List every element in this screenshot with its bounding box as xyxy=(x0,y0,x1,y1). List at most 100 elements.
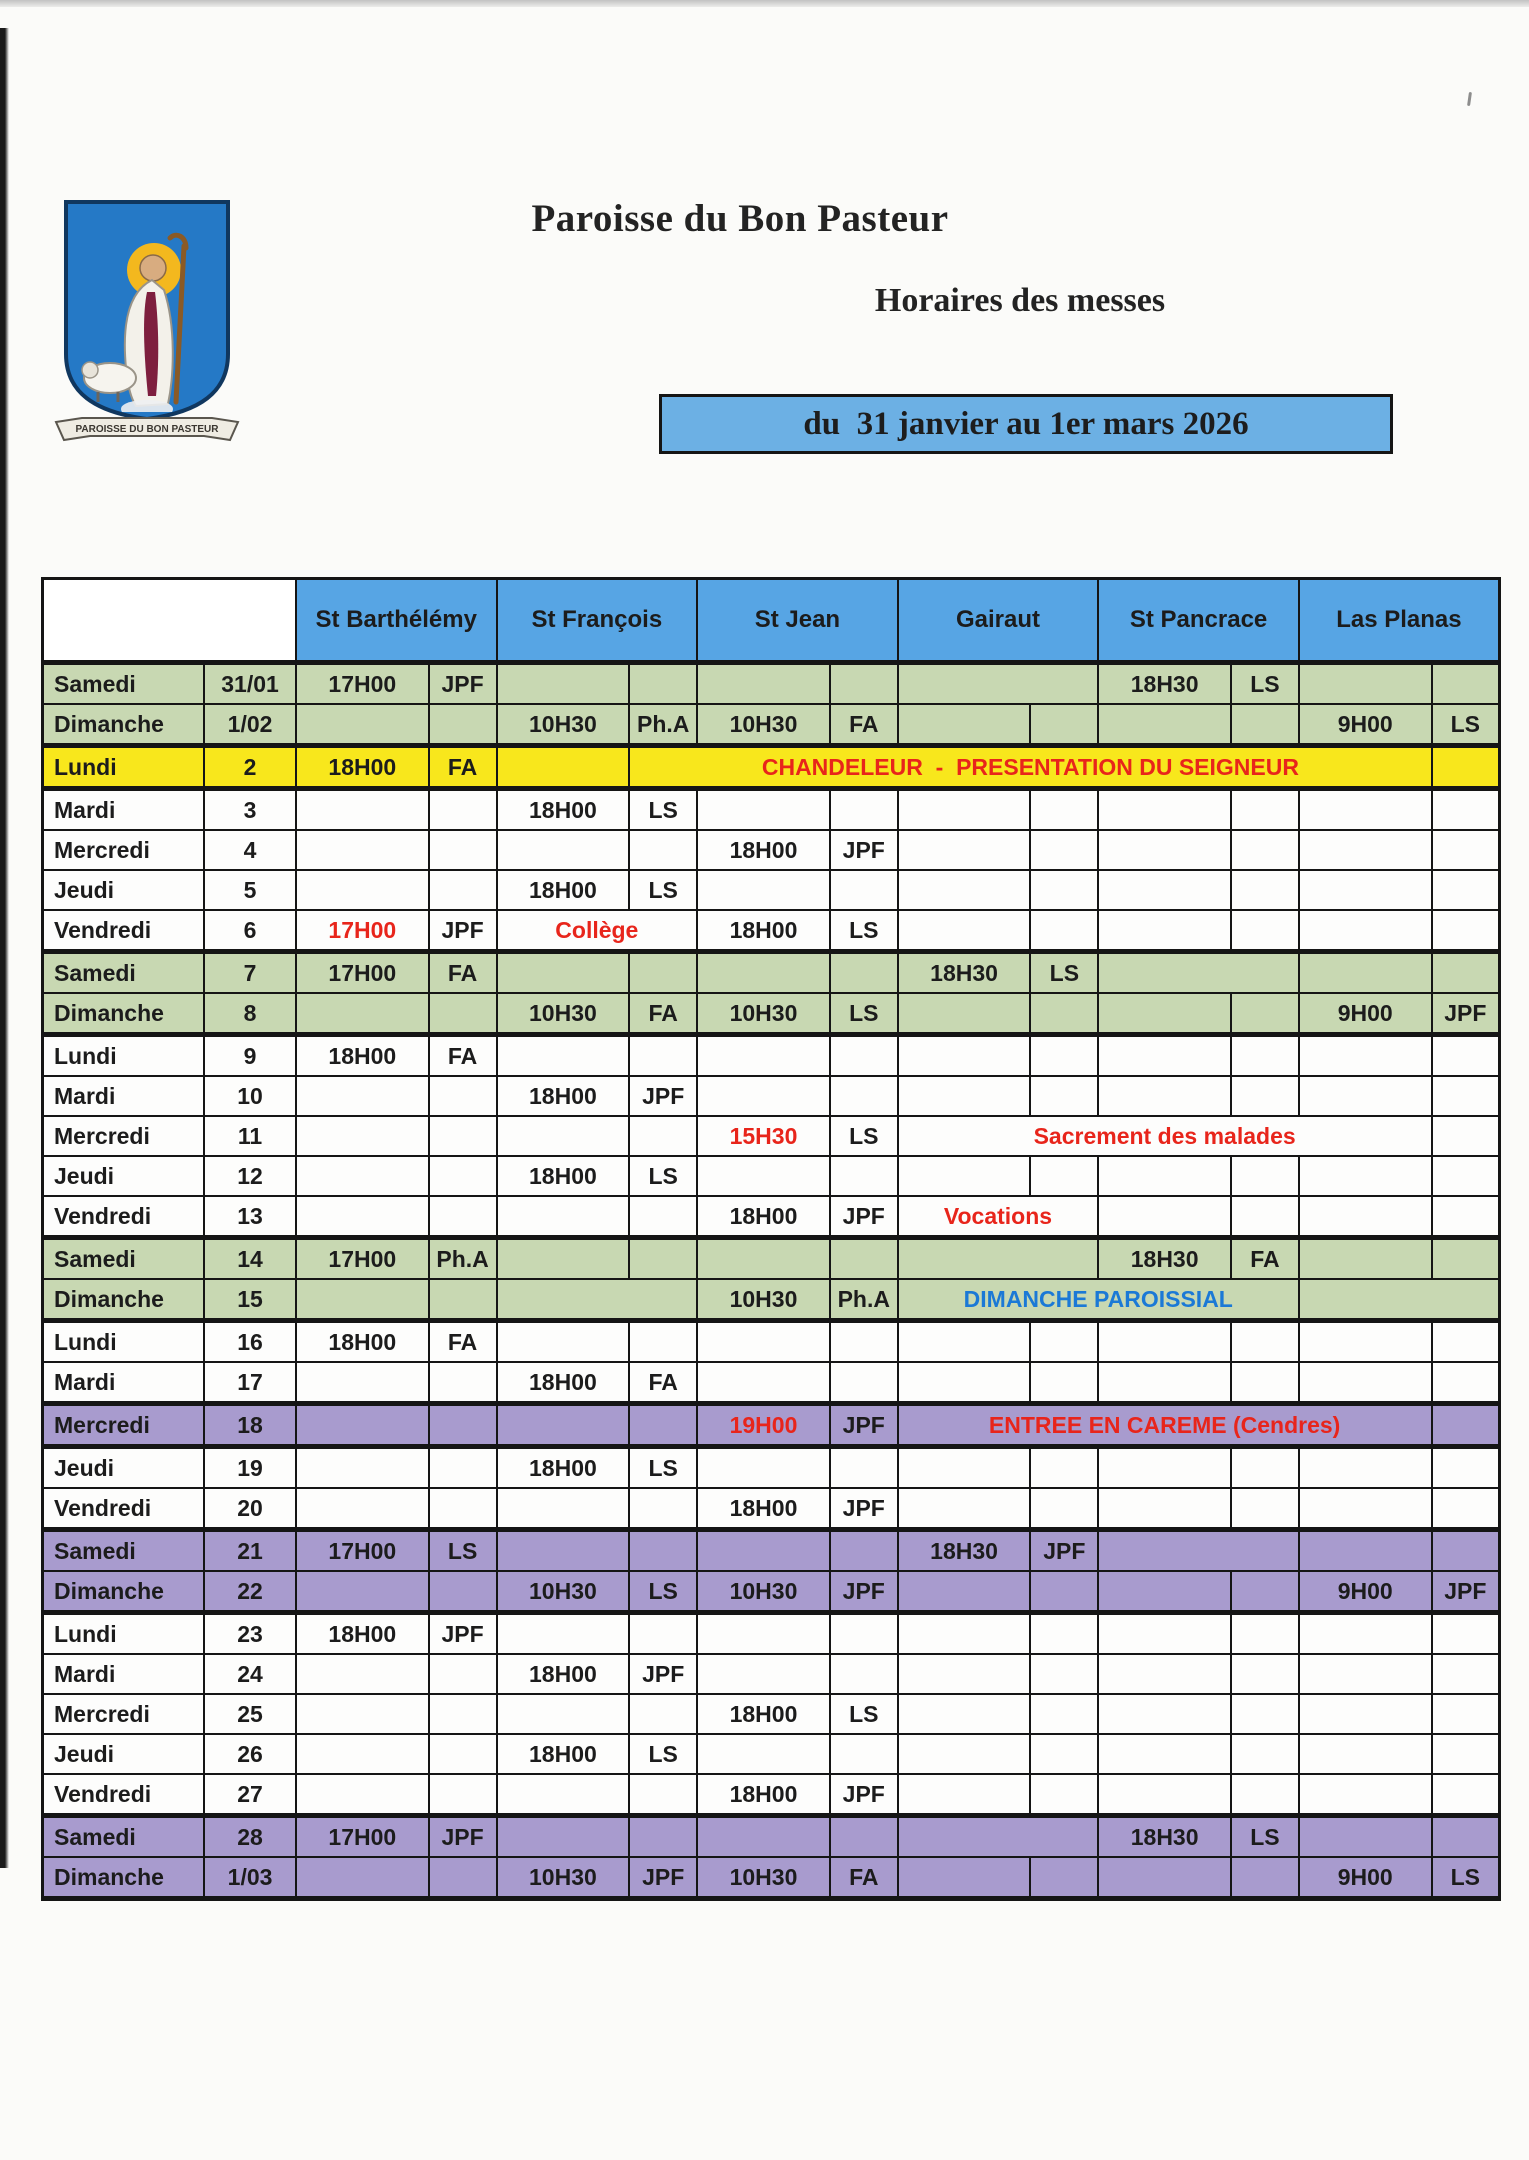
celebrant-cell: LS xyxy=(1229,660,1300,705)
schedule-row: Lundi 2 18H00 FA CHANDELEUR - PRESENTATION D… xyxy=(41,743,1501,791)
empty-cell xyxy=(828,869,899,911)
date-cell: 1/03 xyxy=(203,1856,297,1901)
empty-cell xyxy=(1229,787,1300,831)
empty-cell xyxy=(1430,1361,1501,1405)
time-cell: 19H00 xyxy=(696,1401,831,1449)
empty-cell xyxy=(1029,909,1100,953)
empty-cell xyxy=(628,1813,699,1858)
day-cell: Vendredi xyxy=(41,1195,206,1239)
date-cell: 3 xyxy=(203,787,297,831)
empty-cell xyxy=(896,1361,1032,1405)
time-cell: 17H00 xyxy=(294,1235,430,1280)
empty-cell xyxy=(1430,1319,1501,1363)
empty-cell xyxy=(896,829,1032,871)
empty-cell xyxy=(495,949,631,994)
day-cell: Samedi xyxy=(41,1235,206,1280)
empty-cell xyxy=(696,1445,831,1489)
empty-cell xyxy=(495,1033,631,1077)
day-cell: Samedi xyxy=(41,1813,206,1858)
celebrant-cell: JPF xyxy=(828,1487,899,1531)
empty-cell xyxy=(427,1653,498,1695)
schedule-row: Samedi 14 17H00 Ph.A 18H30 FA xyxy=(41,1235,1501,1280)
time-cell: 10H30 xyxy=(495,703,631,748)
empty-cell xyxy=(1029,1570,1100,1615)
no-mass-hatch-cell xyxy=(896,660,1100,705)
time-cell: 18H00 xyxy=(696,1195,831,1239)
day-cell: Samedi xyxy=(41,1527,206,1572)
empty-cell xyxy=(896,869,1032,911)
celebrant-cell: LS xyxy=(1430,703,1501,748)
celebrant-cell: JPF xyxy=(628,1856,699,1901)
empty-cell xyxy=(427,1445,498,1489)
empty-cell xyxy=(1097,1361,1232,1405)
time-cell: 18H00 xyxy=(294,1611,430,1655)
empty-cell xyxy=(696,1155,831,1197)
empty-cell xyxy=(828,660,899,705)
day-cell: Jeudi xyxy=(41,1445,206,1489)
date-cell: 6 xyxy=(203,909,297,953)
empty-cell xyxy=(495,1693,631,1735)
time-cell: 10H30 xyxy=(696,1856,831,1901)
empty-cell xyxy=(1430,1527,1501,1572)
empty-cell xyxy=(1097,992,1232,1037)
empty-cell xyxy=(628,949,699,994)
time-cell: 18H00 xyxy=(495,1653,631,1695)
date-cell: 5 xyxy=(203,869,297,911)
empty-cell xyxy=(696,1527,831,1572)
schedule-table: St Barthélémy St François St Jean Gairaut St… xyxy=(41,577,1501,1901)
celebrant-cell: LS xyxy=(1229,1813,1300,1858)
celebrant-cell: JPF xyxy=(628,1653,699,1695)
celebrant-cell: LS xyxy=(1430,1856,1501,1901)
empty-cell xyxy=(628,1611,699,1655)
empty-cell xyxy=(495,1487,631,1531)
celebrant-cell: LS xyxy=(628,869,699,911)
empty-cell xyxy=(628,660,699,705)
empty-cell xyxy=(1297,829,1433,871)
empty-cell xyxy=(1430,1075,1501,1117)
day-cell: Mercredi xyxy=(41,829,206,871)
day-cell: Lundi xyxy=(41,743,206,791)
time-cell: 18H30 xyxy=(1097,1813,1232,1858)
date-cell: 15 xyxy=(203,1278,297,1323)
empty-cell xyxy=(427,1195,498,1239)
empty-cell xyxy=(1029,1155,1100,1197)
no-mass-hatch-cell xyxy=(495,1278,699,1323)
schedule-row: Mardi 10 18H00 JPF xyxy=(41,1075,1501,1117)
celebrant-cell: FA xyxy=(427,1033,498,1077)
empty-cell xyxy=(696,660,831,705)
empty-cell xyxy=(1229,1195,1300,1239)
empty-cell xyxy=(1297,1319,1433,1363)
schedule-row: Mercredi 4 18H00 JPF xyxy=(41,829,1501,871)
date-cell: 28 xyxy=(203,1813,297,1858)
empty-cell xyxy=(1229,1611,1300,1655)
empty-cell xyxy=(427,787,498,831)
empty-cell xyxy=(1029,1487,1100,1531)
time-cell: 18H30 xyxy=(1097,1235,1232,1280)
empty-cell xyxy=(1097,1653,1232,1695)
empty-cell xyxy=(1097,829,1232,871)
empty-cell xyxy=(696,1653,831,1695)
empty-cell xyxy=(1029,1733,1100,1775)
empty-cell xyxy=(1029,1856,1100,1901)
empty-cell xyxy=(495,829,631,871)
empty-cell xyxy=(1297,1773,1433,1817)
empty-cell xyxy=(1097,869,1232,911)
empty-cell xyxy=(1430,1693,1501,1735)
empty-cell xyxy=(1097,1570,1232,1615)
schedule-row: Dimanche 8 10H30 FA 10H30 LS 9H00 JPF xyxy=(41,992,1501,1037)
empty-cell xyxy=(1097,1773,1232,1817)
empty-cell xyxy=(1229,909,1300,953)
empty-cell xyxy=(1430,1773,1501,1817)
celebrant-cell: LS xyxy=(1029,949,1100,994)
schedule-row: Samedi 21 17H00 LS 18H30 JPF xyxy=(41,1527,1501,1572)
celebrant-cell: Ph.A xyxy=(628,703,699,748)
schedule-row: Vendredi 6 17H00 JPF Collège 18H00 LS xyxy=(41,909,1501,953)
empty-cell xyxy=(1229,1653,1300,1695)
scan-left-edge xyxy=(0,28,9,1868)
empty-cell xyxy=(628,1487,699,1531)
empty-cell xyxy=(427,1401,498,1449)
empty-cell xyxy=(495,743,631,791)
day-cell: Jeudi xyxy=(41,1155,206,1197)
empty-cell xyxy=(628,1527,699,1572)
empty-cell xyxy=(495,1319,631,1363)
